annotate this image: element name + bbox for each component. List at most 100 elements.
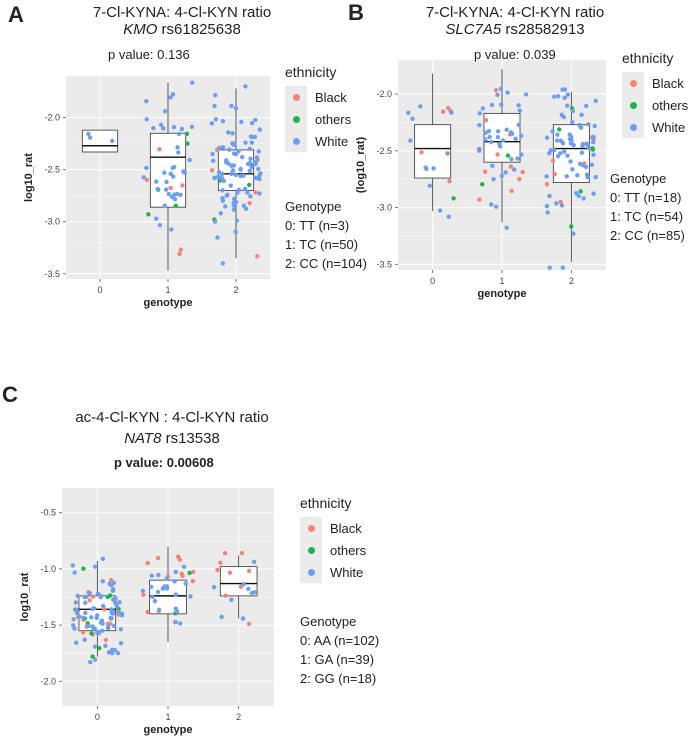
point-white bbox=[119, 611, 125, 616]
point-white bbox=[410, 116, 415, 121]
point-white bbox=[257, 191, 262, 196]
panel-c-p-value: p value: 0.00608 bbox=[114, 455, 214, 470]
point-black bbox=[493, 87, 499, 93]
point-white bbox=[77, 614, 82, 620]
point-others bbox=[105, 594, 110, 600]
point-black bbox=[223, 593, 228, 598]
point-white bbox=[241, 582, 246, 587]
point-white bbox=[189, 124, 195, 129]
point-white bbox=[579, 150, 585, 155]
point-others bbox=[569, 224, 574, 229]
point-white bbox=[182, 170, 188, 176]
point-others bbox=[187, 570, 192, 576]
point-white bbox=[218, 211, 224, 216]
point-black bbox=[419, 150, 424, 155]
point-black bbox=[218, 560, 223, 566]
point-white bbox=[215, 235, 220, 240]
y-tick-label: -2.0 bbox=[376, 89, 392, 99]
point-white bbox=[562, 149, 567, 154]
point-white bbox=[503, 170, 508, 175]
point-black bbox=[227, 570, 233, 575]
panel-b-gene: SLC7A5 bbox=[445, 21, 502, 38]
point-white bbox=[154, 179, 159, 184]
point-black bbox=[517, 176, 522, 182]
point-white bbox=[577, 161, 583, 167]
legend-b: ethnicity Black others White bbox=[622, 50, 688, 138]
point-white bbox=[238, 167, 243, 172]
dot-icon bbox=[629, 123, 637, 131]
point-white bbox=[169, 227, 174, 232]
point-black bbox=[509, 188, 514, 194]
point-white bbox=[156, 607, 162, 612]
point-white bbox=[568, 141, 574, 146]
point-black bbox=[544, 182, 550, 187]
point-white bbox=[523, 92, 529, 97]
point-white bbox=[234, 218, 240, 223]
panel-b-snp: rs28582913 bbox=[505, 21, 585, 38]
point-white bbox=[505, 90, 510, 95]
point-black bbox=[552, 171, 557, 177]
point-white bbox=[163, 187, 169, 192]
point-white bbox=[593, 174, 598, 180]
point-white bbox=[235, 190, 240, 195]
box-0 bbox=[81, 129, 119, 153]
point-white bbox=[220, 188, 225, 193]
point-white bbox=[583, 164, 589, 170]
point-others bbox=[505, 153, 511, 158]
point-white bbox=[176, 131, 182, 137]
point-white bbox=[172, 579, 177, 584]
y-axis-label: (log10_rat) bbox=[355, 137, 367, 194]
point-black bbox=[176, 554, 181, 559]
point-others bbox=[173, 203, 179, 209]
x-tick-label: 2 bbox=[236, 712, 241, 722]
point-white bbox=[580, 141, 586, 147]
panel-label-c: C bbox=[2, 382, 18, 407]
point-white bbox=[117, 600, 122, 605]
point-white bbox=[83, 610, 88, 616]
point-white bbox=[483, 137, 488, 142]
point-black bbox=[209, 168, 215, 173]
point-black bbox=[177, 251, 182, 256]
point-white bbox=[103, 643, 108, 648]
point-white bbox=[100, 603, 106, 609]
panel-c-title-line1: ac-4-Cl-KYN : 4-Cl-KYN ratio bbox=[75, 409, 269, 426]
dot-icon bbox=[292, 137, 300, 145]
panel-a-p-value: p value: 0.136 bbox=[108, 47, 190, 62]
point-white bbox=[158, 122, 164, 128]
point-white bbox=[560, 265, 565, 270]
x-tick-label: 2 bbox=[569, 276, 574, 286]
point-white bbox=[245, 161, 251, 167]
point-white bbox=[89, 615, 94, 620]
panel-c-title: ac-4-Cl-KYN : 4-Cl-KYN ratio NAT8 rs1353… bbox=[52, 409, 292, 447]
point-white bbox=[109, 615, 114, 621]
point-white bbox=[87, 135, 93, 140]
point-white bbox=[592, 123, 597, 129]
point-white bbox=[498, 86, 504, 92]
point-white bbox=[154, 216, 159, 221]
point-white bbox=[221, 178, 227, 184]
point-white bbox=[220, 261, 225, 266]
y-tick-label: -2.0 bbox=[40, 676, 56, 686]
point-white bbox=[494, 204, 499, 209]
point-white bbox=[228, 183, 233, 188]
point-white bbox=[519, 152, 524, 157]
point-white bbox=[246, 586, 251, 592]
point-white bbox=[209, 121, 215, 126]
point-others bbox=[89, 631, 94, 636]
point-white bbox=[257, 127, 262, 132]
point-white bbox=[593, 98, 598, 103]
legend-c-others: others bbox=[300, 539, 366, 561]
panel-a-snp: rs61825638 bbox=[161, 21, 241, 38]
point-white bbox=[82, 637, 87, 642]
point-white bbox=[575, 172, 580, 178]
point-white bbox=[568, 159, 573, 164]
point-white bbox=[217, 145, 222, 151]
point-white bbox=[217, 175, 223, 180]
point-white bbox=[245, 190, 250, 195]
point-white bbox=[495, 135, 501, 140]
point-white bbox=[171, 124, 177, 130]
point-white bbox=[509, 131, 515, 137]
point-white bbox=[149, 584, 154, 590]
point-white bbox=[152, 598, 158, 604]
x-tick-label: 0 bbox=[97, 285, 102, 295]
